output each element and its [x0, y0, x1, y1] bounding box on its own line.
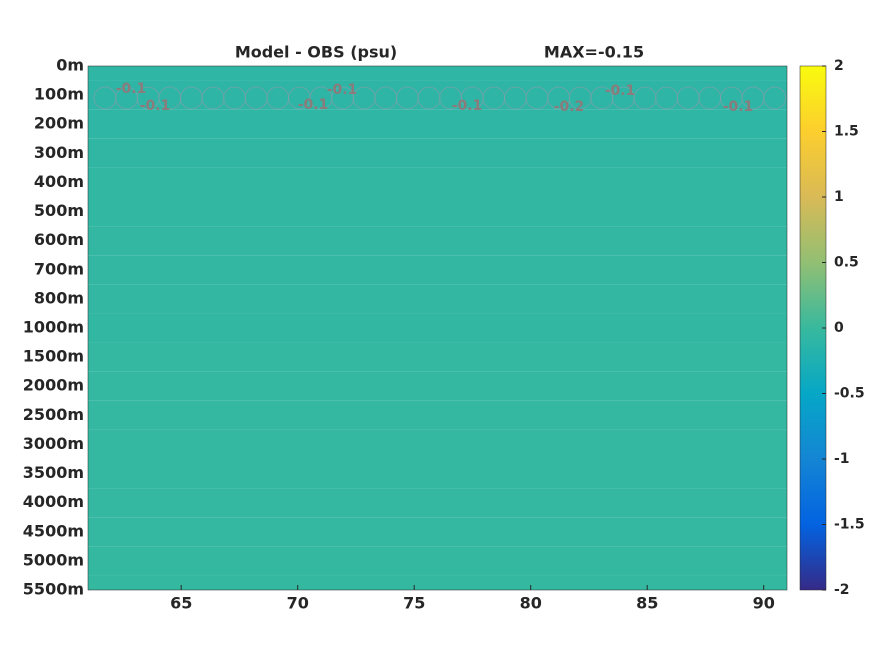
heatmap-row	[88, 429, 787, 459]
heatmap-row	[88, 575, 787, 590]
contour-label: -0.1	[327, 82, 358, 98]
heatmap-row	[88, 371, 787, 401]
y-tick-label: 5000m	[23, 550, 84, 569]
plot-border	[87, 65, 788, 591]
heatmap-row	[88, 517, 787, 547]
contour-label: -0.1	[140, 98, 171, 114]
x-tick-label: 75	[403, 594, 425, 613]
heatmap-row	[88, 459, 787, 489]
y-tick-label: 3500m	[23, 463, 84, 482]
max-annotation: MAX=-0.15	[544, 43, 644, 62]
heatmap-row	[88, 284, 787, 314]
y-tick-label: 1500m	[23, 347, 84, 366]
y-tick-label: 1000m	[23, 318, 84, 337]
chart-title: Model - OBS (psu)	[235, 43, 397, 62]
contour-label: -0.1	[452, 98, 483, 114]
y-tick-label: 100m	[34, 85, 84, 104]
y-tick-label: 300m	[34, 143, 84, 162]
y-tick-label: 600m	[34, 230, 84, 249]
colorbar-tick-label: 0.5	[834, 255, 859, 271]
contour-line	[763, 86, 787, 110]
x-tick-label: 65	[170, 594, 192, 613]
contour-label: -0.1	[298, 97, 329, 113]
heatmap-row	[88, 400, 787, 430]
y-tick-label: 700m	[34, 259, 84, 278]
y-tick-label: 800m	[34, 288, 84, 307]
y-tick-label: 5500m	[23, 580, 84, 599]
colorbar-tick-label: 0	[834, 320, 844, 336]
y-tick-label: 0m	[56, 56, 84, 75]
y-tick-label: 2500m	[23, 405, 84, 424]
colorbar-tick-label: 2	[834, 58, 844, 74]
heatmap-row	[88, 546, 787, 576]
heatmap-row	[88, 255, 787, 285]
colorbar-tick-label: -1.5	[834, 517, 865, 533]
y-tick-label: 400m	[34, 172, 84, 191]
colorbar-tick-label: 1	[834, 189, 844, 205]
x-tick-label: 80	[520, 594, 542, 613]
heatmap-row	[88, 167, 787, 197]
heatmap-row	[88, 226, 787, 256]
colorbar	[799, 65, 827, 591]
heatmap-row	[88, 109, 787, 139]
y-tick-label: 4500m	[23, 521, 84, 540]
y-tick-label: 4000m	[23, 492, 84, 511]
colorbar-tick-label: -2	[834, 582, 850, 598]
y-tick-label: 3000m	[23, 434, 84, 453]
heatmap-row	[88, 488, 787, 518]
heatmap-row	[88, 197, 787, 227]
contour-label: -0.1	[116, 81, 147, 97]
heatmap-row	[88, 66, 787, 81]
y-tick-label: 500m	[34, 201, 84, 220]
x-tick-label: 90	[753, 594, 775, 613]
heatmap-row	[88, 342, 787, 372]
heatmap-row	[88, 313, 787, 343]
heatmap-row	[88, 138, 787, 168]
x-tick-label: 85	[636, 594, 658, 613]
y-tick-label: 200m	[34, 114, 84, 133]
x-tick-label: 70	[287, 594, 309, 613]
colorbar-tick-label: -0.5	[834, 386, 865, 402]
contour-label: -0.2	[554, 99, 585, 115]
contour-label: -0.1	[723, 99, 754, 115]
contour-label: -0.1	[605, 83, 636, 99]
y-tick-label: 2000m	[23, 376, 84, 395]
colorbar-tick-label: -1	[834, 451, 850, 467]
colorbar-tick-label: 1.5	[834, 124, 859, 140]
